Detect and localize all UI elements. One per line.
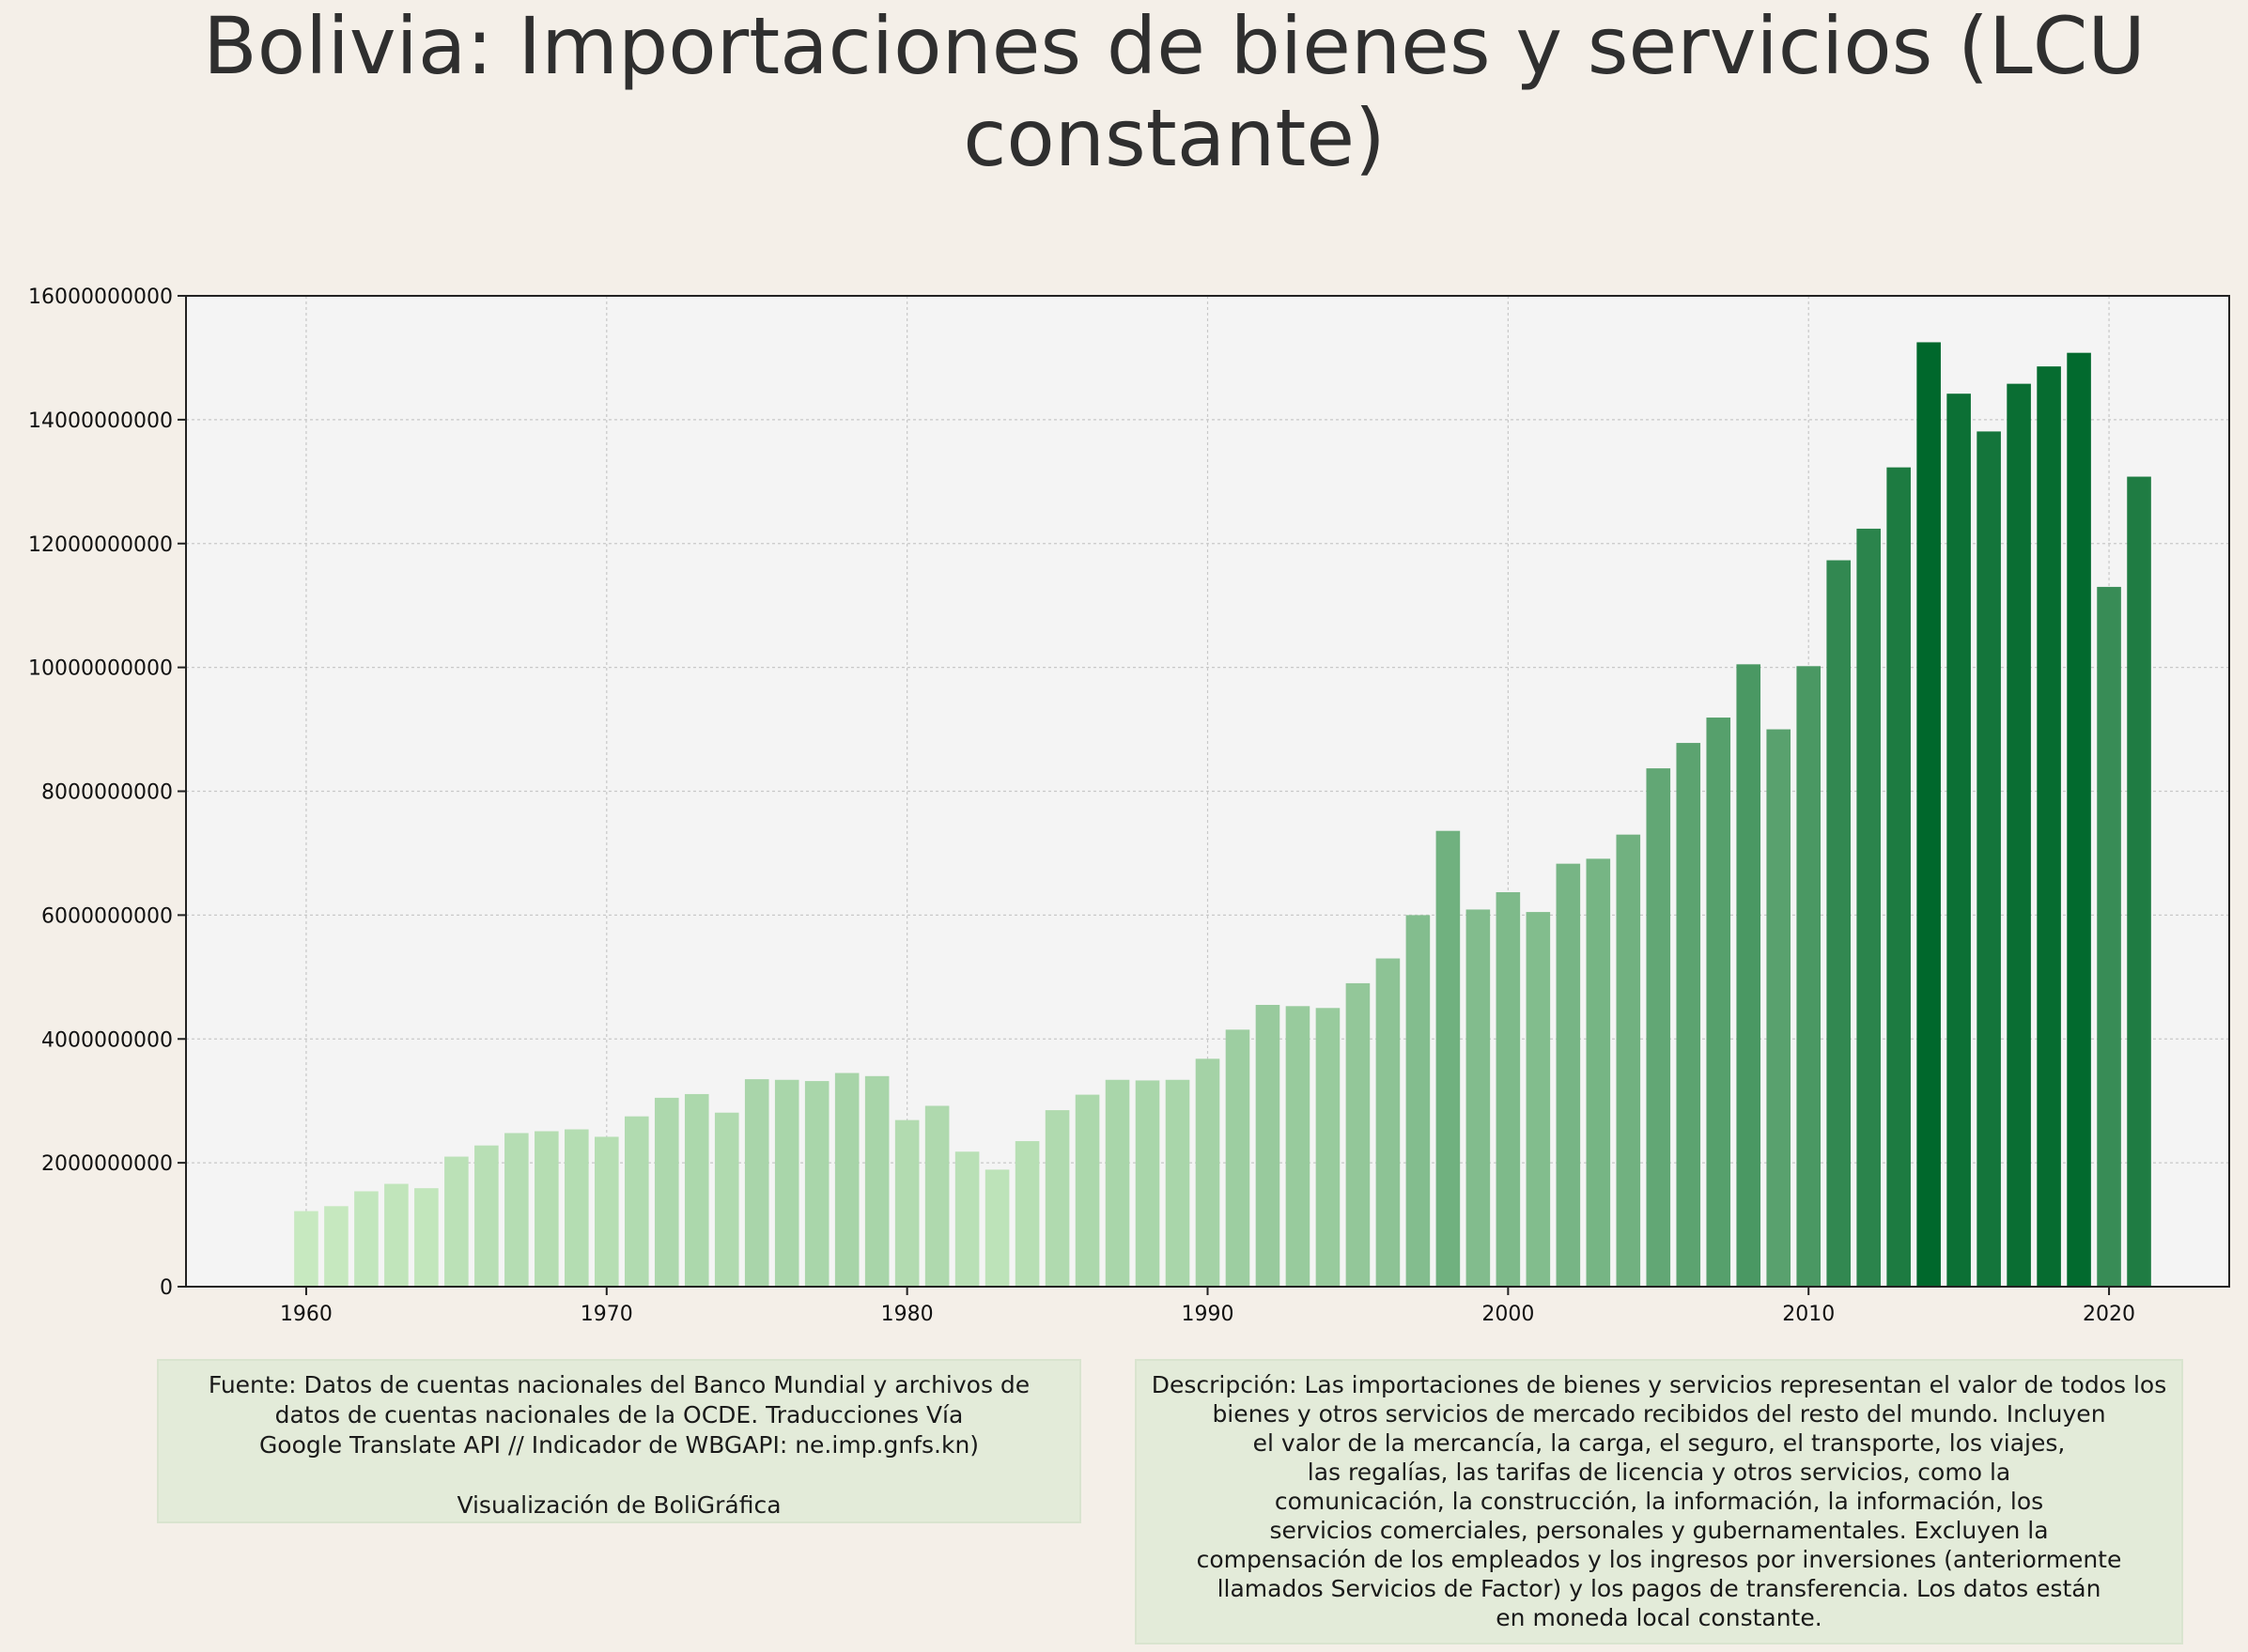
bar-2000: [1496, 891, 1521, 1287]
bar-1983: [984, 1169, 1010, 1287]
x-tick-label: 2010: [1782, 1303, 1835, 1326]
bar-1977: [804, 1081, 829, 1287]
description-note: Descripción: Las importaciones de bienes…: [1135, 1359, 2183, 1644]
bar-1994: [1315, 1008, 1341, 1287]
bar-1993: [1285, 1006, 1310, 1287]
bar-1963: [384, 1183, 409, 1287]
bar-1976: [774, 1079, 799, 1287]
x-tick-label: 1960: [280, 1303, 333, 1326]
bar-2004: [1616, 834, 1641, 1287]
bar-1967: [504, 1133, 529, 1287]
bar-1981: [924, 1105, 950, 1287]
bar-1985: [1045, 1110, 1070, 1287]
bar-1974: [714, 1112, 739, 1287]
x-tick-label: 1970: [581, 1303, 633, 1326]
y-tick-label: 4000000000: [41, 1028, 173, 1052]
bar-1972: [654, 1097, 679, 1287]
bar-2005: [1646, 768, 1671, 1287]
bar-1990: [1195, 1058, 1220, 1287]
bar-1975: [744, 1079, 769, 1287]
x-tick-label: 2020: [2083, 1303, 2135, 1326]
bar-1960: [294, 1211, 318, 1287]
bar-1961: [324, 1206, 349, 1287]
bar-2016: [1977, 431, 2001, 1287]
bar-1992: [1255, 1004, 1280, 1287]
bar-2019: [2067, 352, 2091, 1288]
bar-2009: [1766, 729, 1791, 1287]
bar-1997: [1405, 915, 1431, 1287]
bar-chart: 0 2000000000 4000000000 6000000000 800000000…: [28, 286, 2230, 1326]
bars: [294, 342, 2151, 1288]
bar-2002: [1556, 863, 1581, 1287]
y-tick-label: 8000000000: [41, 781, 173, 805]
bar-1986: [1075, 1094, 1100, 1287]
bar-1989: [1165, 1079, 1190, 1287]
bar-1995: [1345, 982, 1371, 1287]
source-note: Fuente: Datos de cuentas nacionales del …: [157, 1359, 1081, 1523]
bar-2001: [1526, 912, 1551, 1287]
bar-2006: [1676, 743, 1701, 1287]
bar-1988: [1135, 1080, 1160, 1287]
bar-2018: [2037, 366, 2061, 1287]
bar-1991: [1225, 1029, 1250, 1287]
bar-1984: [1015, 1141, 1040, 1287]
y-tick-label: 14000000000: [28, 409, 173, 433]
bar-1980: [894, 1119, 920, 1287]
bar-2010: [1796, 666, 1821, 1287]
bar-1999: [1465, 909, 1491, 1287]
y-tick-label: 10000000000: [28, 657, 173, 681]
x-tick-label: 1990: [1182, 1303, 1234, 1326]
bar-1987: [1105, 1079, 1130, 1287]
bar-2013: [1886, 467, 1911, 1288]
y-tick-label: 2000000000: [41, 1152, 173, 1176]
x-tick-label: 2000: [1481, 1303, 1534, 1326]
bar-1979: [864, 1075, 890, 1287]
bar-2011: [1826, 560, 1851, 1287]
y-tick-label: 12000000000: [28, 533, 173, 557]
chart-title: Bolivia: Importaciones de bienes y servi…: [203, 0, 2146, 184]
bar-1973: [684, 1093, 709, 1287]
x-tick-label: 1980: [881, 1303, 934, 1326]
bar-2017: [2007, 383, 2031, 1288]
y-tick-label: 16000000000: [28, 286, 173, 309]
bar-1962: [354, 1191, 379, 1287]
bar-1998: [1435, 830, 1461, 1287]
bar-2020: [2097, 586, 2121, 1287]
y-tick-label: 0: [160, 1276, 173, 1300]
bar-1969: [565, 1129, 589, 1287]
bar-2014: [1916, 342, 1941, 1287]
bar-1996: [1375, 958, 1401, 1287]
bar-2021: [2127, 476, 2151, 1288]
bar-1982: [954, 1151, 980, 1287]
bar-1978: [834, 1073, 860, 1287]
y-tick-label: 6000000000: [41, 904, 173, 928]
bar-1964: [414, 1188, 439, 1287]
bar-1966: [474, 1145, 499, 1287]
bar-2015: [1946, 394, 1971, 1287]
bar-2008: [1736, 664, 1761, 1287]
bar-1970: [595, 1136, 619, 1287]
bar-2003: [1586, 858, 1611, 1287]
bar-2007: [1706, 718, 1731, 1287]
bar-1971: [624, 1116, 649, 1287]
bar-2012: [1856, 528, 1881, 1287]
bar-1965: [444, 1156, 469, 1287]
bar-1968: [535, 1131, 559, 1287]
axis-ticks: 0 2000000000 4000000000 6000000000 800000000…: [28, 286, 2135, 1326]
